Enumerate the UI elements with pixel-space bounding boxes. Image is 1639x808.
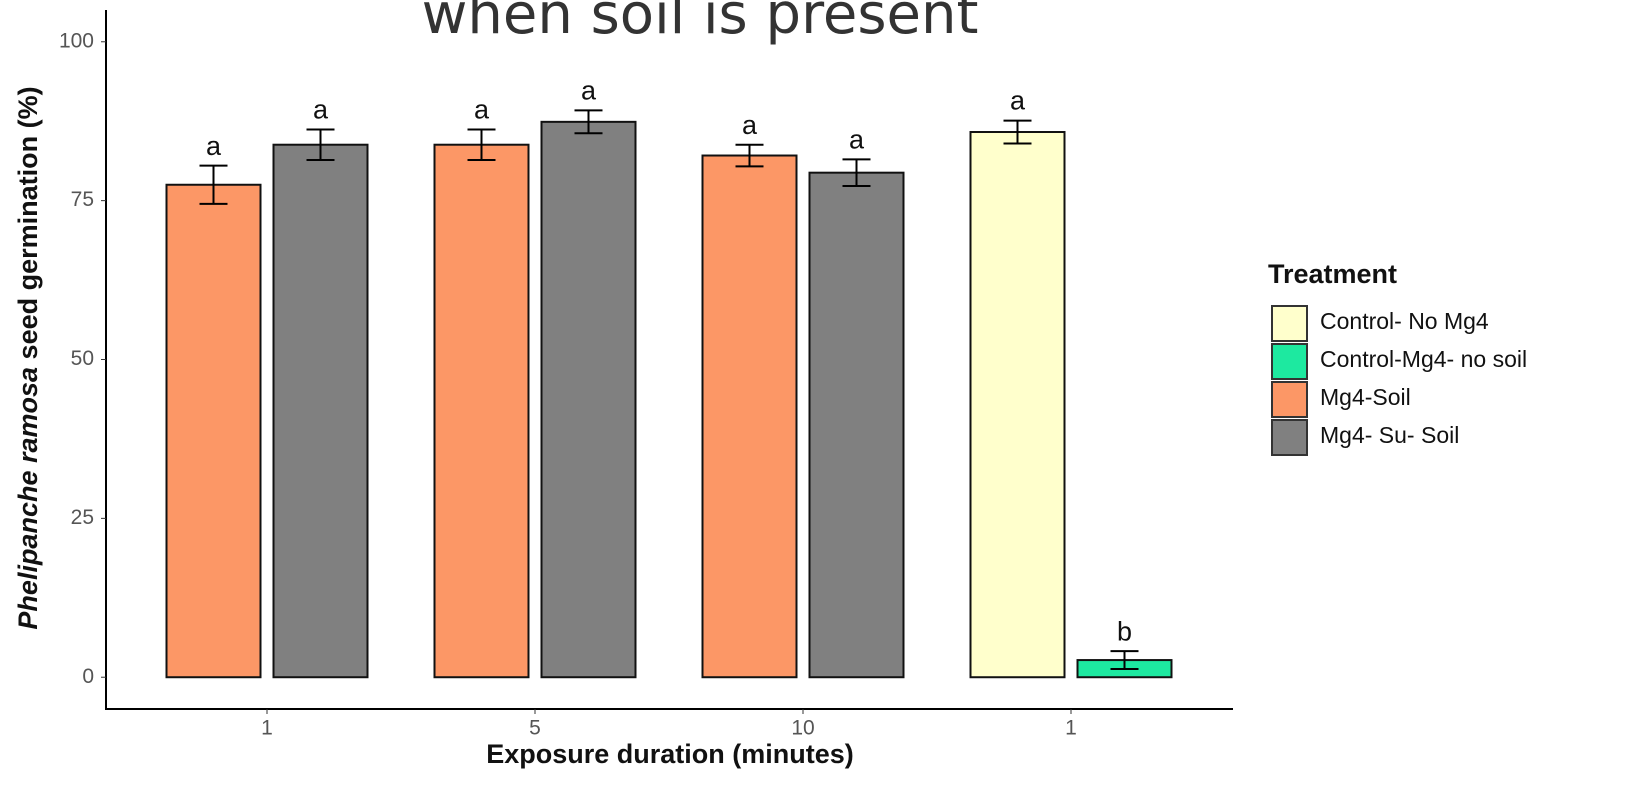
legend-title: Treatment [1268, 259, 1397, 289]
legend-label: Control- No Mg4 [1320, 308, 1489, 334]
x-tick-label: 1 [261, 717, 273, 740]
significance-letter: a [742, 110, 758, 140]
legend-swatch [1271, 419, 1308, 456]
bar [433, 143, 530, 679]
bar [969, 131, 1066, 679]
significance-letter: a [206, 131, 222, 161]
bar [165, 183, 262, 679]
legend-swatch [1271, 381, 1308, 418]
bar [540, 120, 637, 679]
x-tick-label: 5 [529, 717, 541, 740]
x-tick-label: 1 [1065, 717, 1077, 740]
legend-swatch [1271, 305, 1308, 342]
x-tick-label: 10 [791, 717, 814, 740]
y-tick-label: 75 [71, 188, 94, 211]
chart-title: when soil is present [422, 0, 979, 47]
legend-label: Mg4- Su- Soil [1320, 422, 1459, 448]
significance-letter: a [1010, 86, 1026, 116]
y-tick-label: 25 [71, 506, 94, 529]
significance-letter: a [849, 124, 865, 154]
y-tick-label: 0 [82, 665, 94, 688]
y-tick-label: 50 [71, 347, 94, 370]
bar [808, 171, 905, 679]
significance-letter: a [581, 76, 597, 106]
legend-label: Control-Mg4- no soil [1320, 346, 1527, 372]
y-axis-title: Phelipanche ramosa seed germination (%) [13, 86, 43, 629]
bar [701, 154, 798, 679]
legend-label: Mg4-Soil [1320, 384, 1411, 410]
y-tick-label: 100 [59, 29, 94, 52]
y-axis-title-rest: seed germination (%) [13, 86, 43, 359]
significance-letter: b [1117, 616, 1132, 646]
significance-letter: a [474, 95, 490, 125]
legend-swatch [1271, 343, 1308, 380]
significance-letter: a [313, 95, 329, 125]
x-axis-title: Exposure duration (minutes) [486, 739, 854, 769]
bar [272, 143, 369, 679]
y-axis-title-italic: Phelipanche ramosa [13, 367, 43, 630]
